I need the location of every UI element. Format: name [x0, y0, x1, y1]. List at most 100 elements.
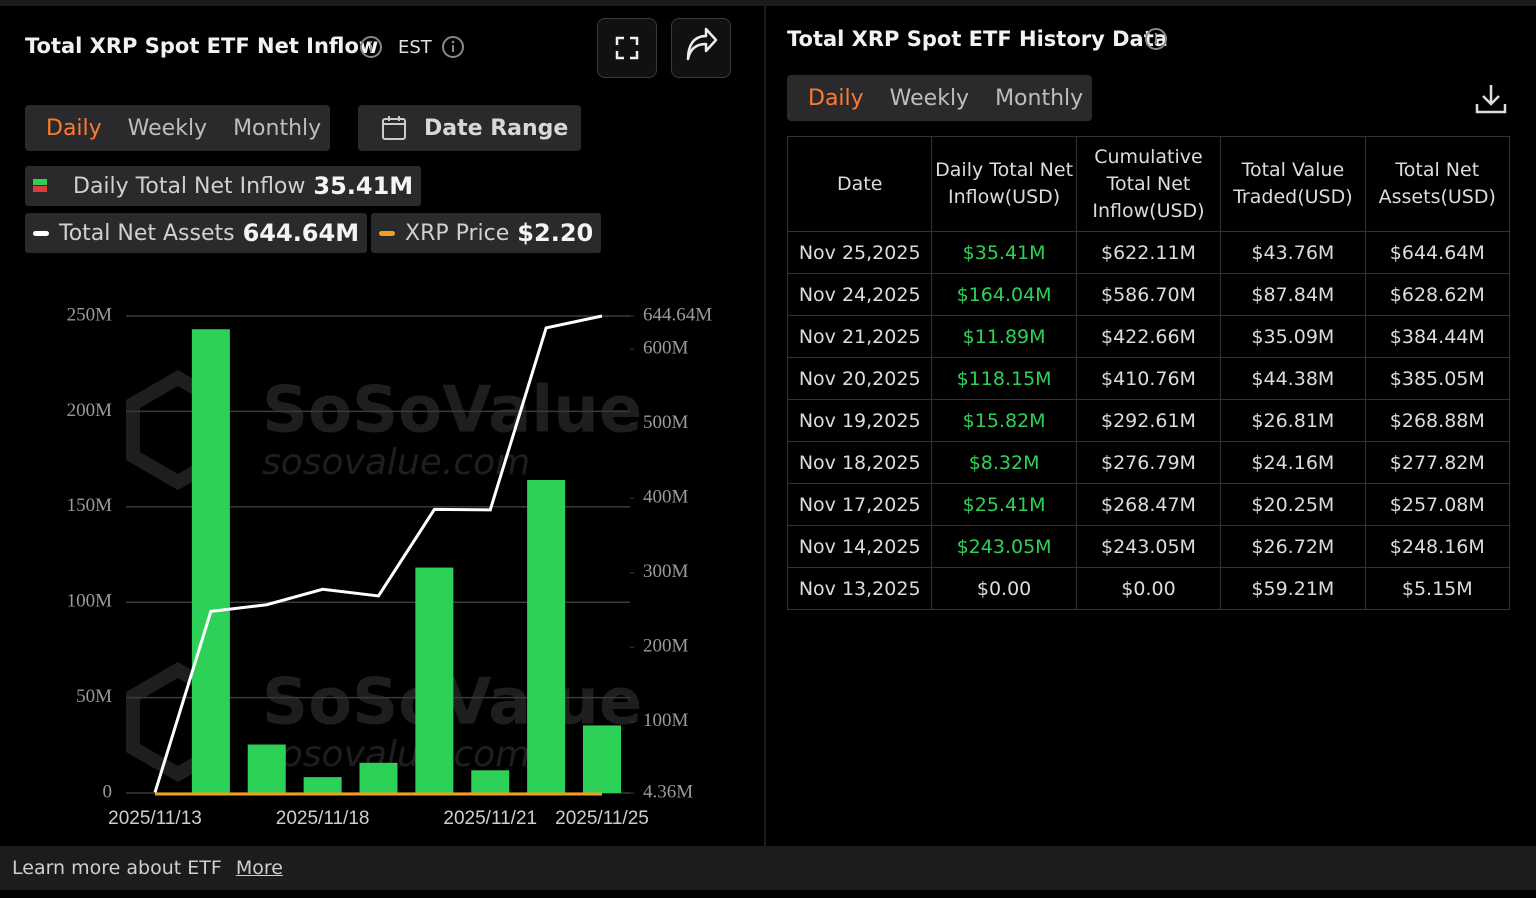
legend-swatch — [33, 179, 47, 192]
panel-title: Total XRP Spot ETF History Data — [787, 27, 1168, 51]
table-row: Nov 24,2025 $164.04M $586.70M $87.84M $628.6… — [786, 273, 1511, 316]
calendar-icon — [382, 116, 406, 140]
table-cell: $628.62M — [1364, 273, 1511, 316]
table-cell: Nov 13,2025 — [786, 567, 933, 610]
table-cell: $87.84M — [1220, 273, 1366, 316]
table-row: Nov 13,2025 $0.00 $0.00 $59.21M $5.15M — [786, 567, 1511, 610]
info-icon[interactable] — [359, 35, 385, 61]
table-cell: $15.82M — [931, 399, 1077, 442]
x-tick-label: 2025/11/25 — [555, 808, 649, 829]
legend-swatch — [33, 230, 49, 236]
table-cell: $35.09M — [1220, 315, 1366, 358]
legend-swatch — [379, 230, 395, 236]
legend-label: Total Net Assets — [59, 220, 235, 246]
y-tick-label: 200M — [67, 400, 113, 421]
table-cell: $35.41M — [931, 231, 1077, 274]
tab[interactable]: Monthly — [995, 85, 1084, 111]
legend-item: Daily Total Net Inflow 35.41M — [25, 166, 422, 206]
more-link[interactable]: More — [235, 857, 283, 879]
history-table: Date Daily Total Net Inflow(USD) Cumulativ… — [786, 136, 1511, 610]
table-cell: $276.79M — [1075, 441, 1222, 484]
table-cell: $292.61M — [1075, 399, 1222, 442]
legend-label: XRP Price — [405, 220, 510, 246]
fullscreen-button[interactable] — [597, 18, 657, 78]
table-cell: $622.11M — [1075, 231, 1222, 274]
x-tick-label: 2025/11/13 — [108, 808, 202, 829]
column-header: Cumulative Total Net Inflow(USD) — [1075, 136, 1222, 232]
top-bar — [0, 0, 1536, 6]
table-cell: Nov 19,2025 — [786, 399, 933, 442]
table-cell: $385.05M — [1364, 357, 1511, 400]
table-cell: $248.16M — [1364, 525, 1511, 568]
y-tick-label: 0 — [103, 781, 113, 802]
tab[interactable]: Weekly — [127, 115, 208, 141]
table-cell: $59.21M — [1220, 567, 1366, 610]
table-row: Nov 17,2025 $25.41M $268.47M $20.25M $257.08… — [786, 483, 1511, 526]
bar — [471, 770, 510, 793]
header-row: Date Daily Total Net Inflow(USD) Cumulativ… — [786, 136, 1511, 232]
date-range-label: Date Range — [424, 115, 569, 141]
tab[interactable]: Monthly — [233, 115, 322, 141]
info-icon[interactable] — [441, 35, 467, 61]
y-tick-label: 100M — [67, 591, 113, 612]
bar — [359, 762, 398, 793]
footer-text: Learn more about ETF — [12, 857, 222, 879]
table-row: Nov 20,2025 $118.15M $410.76M $44.38M $385.0… — [786, 357, 1511, 400]
divider — [764, 6, 766, 846]
bar — [583, 725, 621, 793]
tab[interactable]: Daily — [808, 85, 864, 111]
y-tick-label: 50M — [76, 686, 112, 707]
table-cell: $0.00 — [931, 567, 1077, 610]
watermark-brand: SoSoValue — [262, 374, 642, 448]
table-cell: $243.05M — [1075, 525, 1222, 568]
tab[interactable]: Daily — [46, 115, 102, 141]
watermark-site: sosovalue.com — [262, 442, 530, 483]
line — [153, 314, 603, 793]
x-tick-label: 2025/11/21 — [443, 808, 537, 829]
table-cell: $26.81M — [1220, 399, 1366, 442]
share-button[interactable] — [671, 18, 731, 78]
bar — [415, 567, 454, 793]
tab[interactable]: Weekly — [889, 85, 970, 111]
y2-tick-label: 400M — [643, 487, 689, 508]
table-cell: $5.15M — [1364, 567, 1511, 610]
y2-tick-label: 4.36M — [643, 781, 693, 802]
table-cell: Nov 14,2025 — [786, 525, 933, 568]
y-tick-label: 250M — [67, 304, 113, 325]
legend-value: 644.64M — [242, 219, 360, 247]
table-cell: $8.32M — [931, 441, 1077, 484]
bar — [247, 744, 286, 793]
table-row: Nov 19,2025 $15.82M $292.61M $26.81M $268.88… — [786, 399, 1511, 442]
table-cell: $43.76M — [1220, 231, 1366, 274]
table-cell: $24.16M — [1220, 441, 1366, 484]
period-tabs: Daily Weekly Monthly — [787, 75, 1092, 121]
table-cell: $644.64M — [1364, 231, 1511, 274]
download-button[interactable] — [1474, 82, 1508, 116]
table-cell: $243.05M — [931, 525, 1077, 568]
table-cell: $384.44M — [1364, 315, 1511, 358]
bar — [527, 480, 566, 793]
column-header: Total Value Traded(USD) — [1220, 136, 1366, 232]
y2-tick-label: 644.64M — [643, 304, 712, 325]
table-cell: Nov 25,2025 — [786, 231, 933, 274]
y-tick-label: 150M — [67, 495, 113, 516]
table-cell: Nov 20,2025 — [786, 357, 933, 400]
column-header: Total Net Assets(USD) — [1364, 136, 1511, 232]
date-range-button[interactable]: Date Range — [358, 105, 581, 151]
table-cell: $422.66M — [1075, 315, 1222, 358]
x-tick-label: 2025/11/18 — [276, 808, 370, 829]
table-cell: $11.89M — [931, 315, 1077, 358]
table-cell: Nov 18,2025 — [786, 441, 933, 484]
table-cell: $268.47M — [1075, 483, 1222, 526]
period-tabs: Daily Weekly Monthly — [25, 105, 330, 151]
column-header: Daily Total Net Inflow(USD) — [931, 136, 1077, 232]
table-row: Nov 14,2025 $243.05M $243.05M $26.72M $248.1… — [786, 525, 1511, 568]
info-icon[interactable] — [1144, 27, 1170, 53]
column-header: Date — [786, 136, 933, 232]
panel-title: Total XRP Spot ETF Net Inflow — [25, 34, 379, 58]
footer: Learn more about ETF More — [0, 846, 1536, 890]
bar — [191, 329, 230, 793]
table-cell: Nov 24,2025 — [786, 273, 933, 316]
y2-tick-label: 300M — [643, 561, 689, 582]
